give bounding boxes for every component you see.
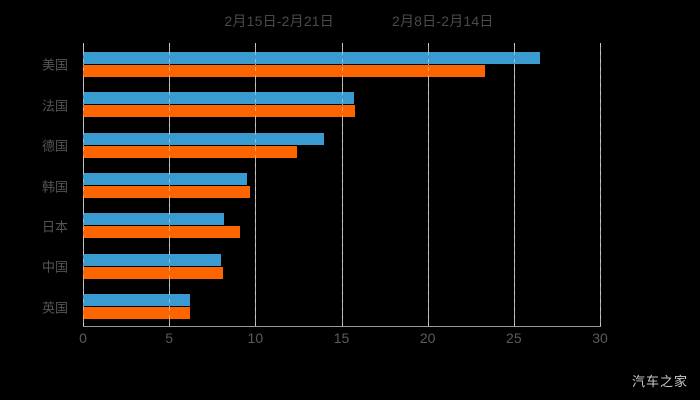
bar-美国-series-0[interactable]	[83, 51, 540, 64]
x-tick-0: 0	[79, 330, 87, 346]
legend-item-series-0[interactable]: 2月15日-2月21日	[206, 11, 334, 31]
bar-德国-series-0[interactable]	[83, 132, 325, 145]
bar-中国-series-0[interactable]	[83, 253, 221, 266]
y-axis-label-德国: 德国	[41, 138, 68, 154]
y-axis-label-美国: 美国	[41, 57, 68, 73]
y-axis-label-日本: 日本	[41, 219, 68, 235]
legend-marker-square-icon	[374, 16, 385, 27]
x-tick-10: 10	[247, 330, 264, 346]
watermark-label: 汽车之家	[631, 374, 688, 389]
bar-row	[83, 213, 600, 239]
bar-美国-series-1[interactable]	[83, 64, 485, 77]
y-axis-category-labels: 美国法国德国韩国日本中国英国	[0, 43, 78, 326]
x-tick-25: 25	[506, 330, 522, 346]
bar-日本-series-1[interactable]	[83, 226, 240, 239]
bar-row	[83, 294, 600, 320]
bar-row	[83, 51, 600, 77]
y-axis-label-韩国: 韩国	[41, 179, 68, 194]
gridline-30	[600, 43, 601, 326]
legend-label-series-1: 2月8日-2月14日	[392, 13, 494, 29]
legend-label-series-0: 2月15日-2月21日	[224, 13, 334, 29]
x-tick-5: 5	[165, 330, 174, 346]
bar-row	[83, 173, 600, 198]
bar-中国-series-1[interactable]	[83, 266, 223, 279]
y-axis-label-英国: 英国	[41, 300, 68, 316]
bar-rows	[83, 43, 600, 326]
bar-英国-series-1[interactable]	[83, 307, 190, 320]
x-tick-20: 20	[419, 330, 436, 346]
bar-韩国-series-0[interactable]	[83, 173, 247, 185]
bar-法国-series-1[interactable]	[83, 105, 356, 118]
x-tick-30: 30	[592, 330, 608, 346]
bar-德国-series-1[interactable]	[83, 145, 297, 158]
bar-英国-series-0[interactable]	[83, 294, 190, 307]
legend-item-series-1[interactable]: 2月8日-2月14日	[374, 11, 494, 31]
bar-row	[83, 253, 600, 279]
bar-row	[83, 92, 600, 118]
plot-area	[83, 43, 601, 326]
x-axis-tick-labels: 0 5 10 15 20 25 30	[0, 330, 700, 352]
x-axis-line	[83, 326, 601, 327]
legend-marker-dot-icon	[206, 16, 217, 27]
y-axis-label-法国: 法国	[41, 98, 68, 114]
bar-日本-series-0[interactable]	[83, 213, 225, 226]
bar-row	[83, 132, 600, 158]
bar-韩国-series-1[interactable]	[83, 186, 251, 198]
x-tick-15: 15	[333, 330, 350, 346]
bar-法国-series-0[interactable]	[83, 92, 354, 105]
chart-legend: 2月15日-2月21日 2月8日-2月14日	[0, 10, 700, 32]
gridline-overlay-30	[600, 43, 601, 326]
y-axis-label-中国: 中国	[41, 259, 68, 275]
